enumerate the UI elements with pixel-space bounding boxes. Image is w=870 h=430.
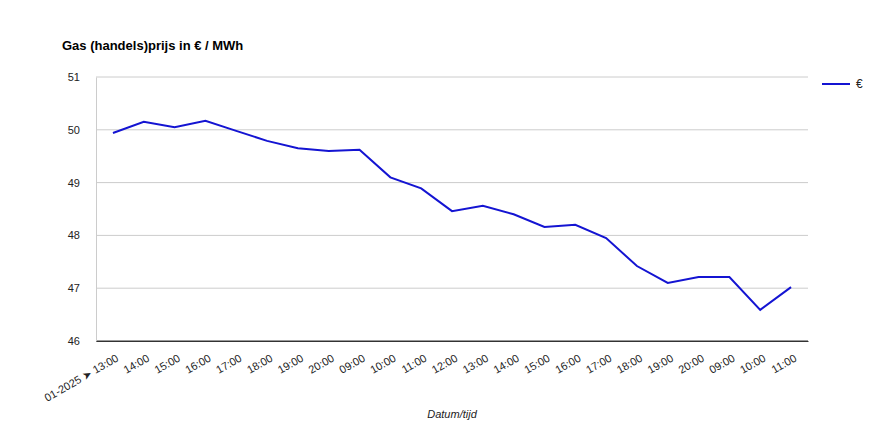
x-tick-label: 17:00 (584, 352, 614, 376)
x-tick-label: 10:00 (738, 352, 768, 376)
x-tick: 17:00 (214, 341, 244, 376)
grid-line (96, 288, 808, 289)
x-tick-label: 15:00 (522, 352, 552, 376)
x-tick: 14:00 (491, 341, 521, 376)
x-tick: 19:00 (645, 341, 675, 376)
x-tick: 14:00 (121, 341, 151, 376)
y-tick: 50 (68, 124, 96, 136)
x-tick-label: 19:00 (645, 352, 675, 376)
x-tick: 16:00 (183, 341, 213, 376)
x-tick-label: 20:00 (306, 352, 336, 376)
x-tick-label: 10:00 (368, 352, 398, 376)
x-axis-line (97, 341, 809, 342)
title: Gas (handels)prijs in € / MWh (62, 38, 243, 53)
x-tick-label: 14:00 (491, 352, 521, 376)
x-tick: 16:00 (553, 341, 583, 376)
x-tick: 15:00 (522, 341, 552, 376)
x-tick-label: 18:00 (245, 352, 275, 376)
y-tick-label: 48 (68, 229, 80, 241)
x-tick: 18:00 (615, 341, 645, 376)
plot: 46474849505101-2025 ➤ 13:0014:0015:0016:… (42, 71, 808, 404)
x-axis: 01-2025 ➤ 13:0014:0015:0016:0017:0018:00… (42, 341, 808, 404)
x-tick-label: 16:00 (553, 352, 583, 376)
legend-swatch (822, 83, 850, 85)
y-tick: 46 (68, 335, 96, 347)
x-tick-label: 11:00 (399, 352, 428, 376)
y-tick-label: 46 (68, 335, 80, 347)
series-group (113, 121, 791, 310)
grid-line (96, 182, 808, 183)
x-tick-label: 19:00 (275, 352, 305, 376)
y-tick: 47 (68, 282, 96, 294)
y-tick-label: 51 (68, 71, 80, 83)
x-tick: 10:00 (368, 341, 398, 376)
y-tick-label: 49 (68, 177, 80, 189)
x-tick: 11:00 (399, 341, 428, 375)
x-tick: 11:00 (769, 341, 798, 375)
x-tick: 20:00 (676, 341, 706, 376)
x-tick: 20:00 (306, 341, 336, 376)
x-tick: 17:00 (584, 341, 614, 376)
x-tick-label: 14:00 (121, 352, 151, 376)
x-tick: 09:00 (707, 341, 737, 376)
y-tick: 49 (68, 177, 96, 189)
grid-line (96, 235, 808, 236)
x-tick-label: 15:00 (152, 352, 182, 376)
x-tick-label: 16:00 (183, 352, 213, 376)
x-tick: 09:00 (337, 341, 367, 376)
grid (96, 77, 808, 341)
chart: Gas (handels)prijs in € / MWh 46 47 48 49 50 5… (0, 0, 870, 430)
x-tick: 18:00 (245, 341, 275, 376)
y-tick: 48 (68, 229, 96, 241)
x-tick: 12:00 (430, 341, 460, 376)
x-tick-label: 13:00 (460, 352, 490, 376)
x-tick: 19:00 (275, 341, 305, 376)
x-tick-label: 01-2025 ➤ 13:00 (42, 352, 120, 404)
x-tick-label: 20:00 (676, 352, 706, 376)
x-tick-label: 17:00 (214, 352, 244, 376)
y-tick: 51 (68, 71, 96, 83)
grid-line (96, 77, 808, 78)
x-tick: 10:00 (738, 341, 768, 376)
y-tick-label: 50 (68, 124, 80, 136)
x-tick-label: 18:00 (615, 352, 645, 376)
y-tick-label: 47 (68, 282, 80, 294)
x-tick-label: 09:00 (337, 352, 367, 376)
x-tick: 15:00 (152, 341, 182, 376)
grid-line (96, 341, 808, 342)
x-tick: 13:00 (460, 341, 490, 376)
grid-line (96, 129, 808, 130)
y-axis-line (96, 78, 97, 342)
series-line (113, 121, 791, 310)
x-axis-title: Datum/tijd (427, 408, 477, 420)
x-tick-label: 11:00 (769, 352, 798, 376)
x-tick-label: 09:00 (707, 352, 737, 376)
legend: € (822, 77, 863, 91)
x-tick: 01-2025 ➤ 13:00 (42, 341, 120, 404)
x-tick-label: 12:00 (430, 352, 460, 376)
y-axis: 46 47 48 49 50 51 (68, 71, 97, 347)
legend-label: € (856, 77, 863, 91)
